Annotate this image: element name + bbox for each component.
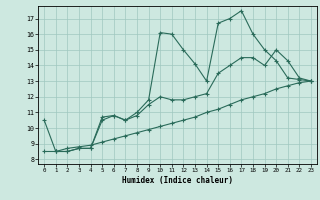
X-axis label: Humidex (Indice chaleur): Humidex (Indice chaleur) [122, 176, 233, 185]
